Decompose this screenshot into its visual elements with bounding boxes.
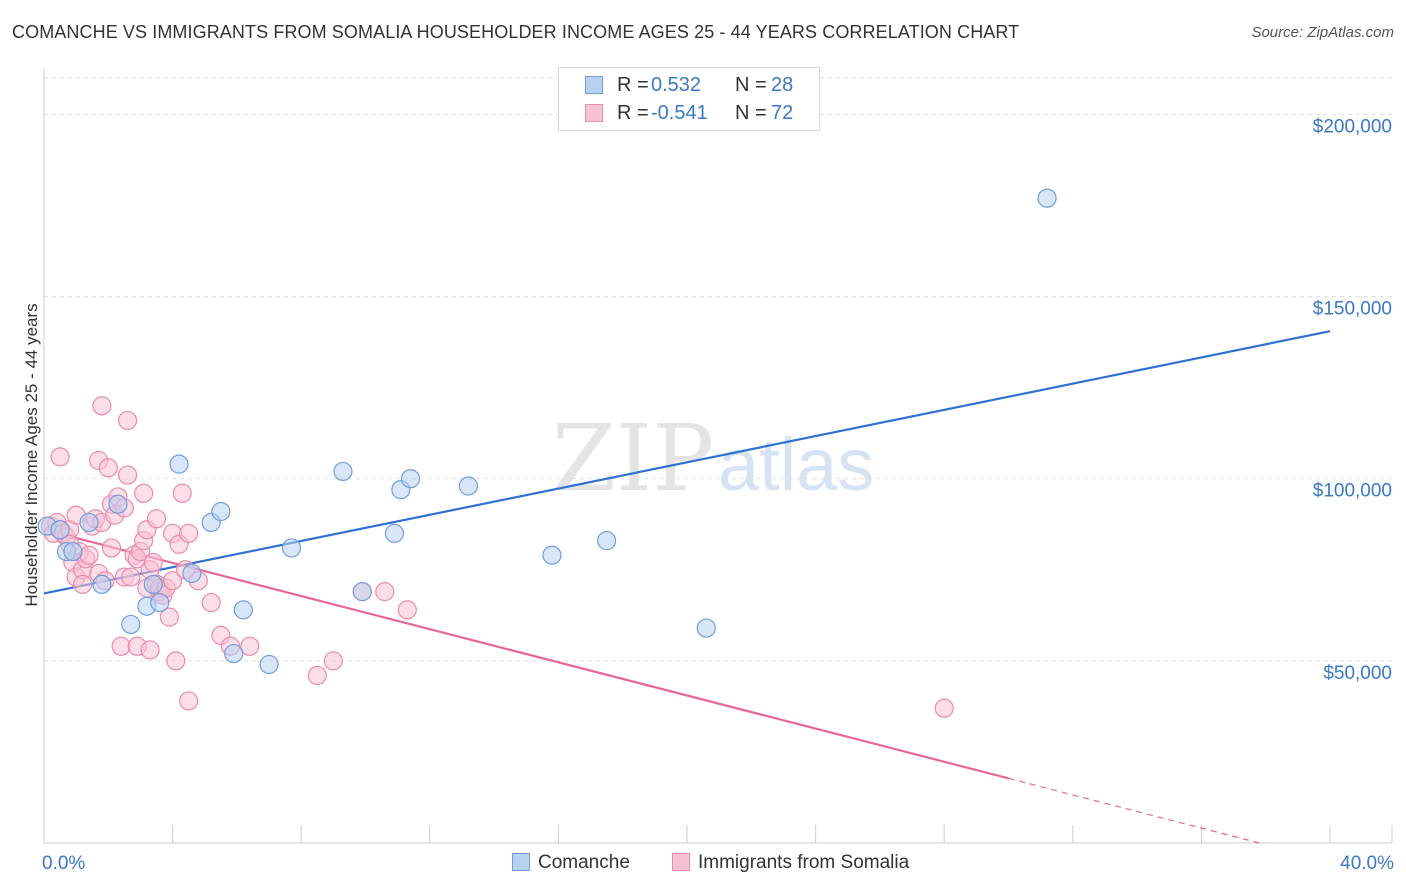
point-somalia-4 xyxy=(50,447,70,467)
point-somalia-16 xyxy=(79,545,99,565)
data-points xyxy=(37,188,1057,718)
legend-item-somalia[interactable]: Immigrants from Somalia xyxy=(672,852,909,874)
point-somalia-57 xyxy=(172,483,192,503)
n-label: N = xyxy=(735,102,767,124)
comanche-legend-swatch xyxy=(512,853,530,871)
r-value: -0.541 xyxy=(651,102,708,124)
chart-title: COMANCHE VS IMMIGRANTS FROM SOMALIA HOUS… xyxy=(12,22,1020,42)
point-comanche-26 xyxy=(597,531,617,551)
point-somalia-71 xyxy=(934,698,954,718)
point-comanche-1 xyxy=(50,520,70,540)
x-ticks xyxy=(43,825,1393,843)
y-tick-labels: $50,000 $100,000 $150,000 $200,000 xyxy=(1313,116,1392,683)
point-somalia-29 xyxy=(111,636,131,656)
legend-label-somalia: Immigrants from Somalia xyxy=(698,852,910,873)
trend-lines xyxy=(43,330,1331,844)
stats-legend: R = 0.532 N = 28 R = -0.541 N = 72 xyxy=(558,67,820,131)
point-somalia-40 xyxy=(134,483,154,503)
point-comanche-12 xyxy=(182,563,202,584)
point-somalia-53 xyxy=(163,571,183,591)
point-comanche-28 xyxy=(1037,188,1057,208)
point-somalia-24 xyxy=(98,458,118,478)
point-comanche-19 xyxy=(333,461,353,482)
point-comanche-7 xyxy=(121,614,141,635)
trend-line-somalia-extrapolated xyxy=(1008,777,1260,844)
point-comanche-23 xyxy=(400,469,421,489)
gridlines xyxy=(44,77,1392,662)
n-label: N = xyxy=(735,74,767,96)
y-tick-label-1: $100,000 xyxy=(1313,481,1392,502)
r-label: R = xyxy=(617,74,649,96)
point-comanche-21 xyxy=(384,523,405,543)
point-comanche-14 xyxy=(211,501,231,522)
point-comanche-27 xyxy=(696,618,716,638)
point-comanche-16 xyxy=(233,600,253,620)
point-comanche-9 xyxy=(143,574,163,594)
point-somalia-34 xyxy=(121,567,141,587)
point-somalia-69 xyxy=(375,582,395,602)
point-somalia-65 xyxy=(240,636,260,656)
r-value: 0.532 xyxy=(651,74,702,96)
point-comanche-15 xyxy=(224,643,244,664)
point-somalia-33 xyxy=(117,465,138,485)
y-axis-label: Householder Income Ages 25 - 44 years xyxy=(22,303,41,607)
y-tick-label-2: $150,000 xyxy=(1313,299,1392,320)
point-somalia-52 xyxy=(159,607,179,627)
point-somalia-70 xyxy=(397,600,417,620)
point-somalia-45 xyxy=(143,552,163,573)
watermark-zip: ZIP xyxy=(552,405,714,512)
point-comanche-25 xyxy=(542,545,562,565)
point-somalia-60 xyxy=(179,691,199,711)
y-tick-label-0: $50,000 xyxy=(1323,663,1392,684)
point-somalia-67 xyxy=(323,651,343,671)
stats-row-comanche: R = 0.532 N = 28 xyxy=(559,72,819,100)
point-comanche-17 xyxy=(259,654,279,675)
point-comanche-20 xyxy=(352,582,372,602)
point-comanche-24 xyxy=(458,476,478,496)
legend-label-comanche: Comanche xyxy=(538,852,630,873)
point-comanche-10 xyxy=(150,592,170,613)
legend-item-comanche[interactable]: Comanche xyxy=(512,852,630,874)
chart-source: Source: ZipAtlas.com xyxy=(1251,24,1394,41)
stats-row-somalia: R = -0.541 N = 72 xyxy=(559,100,819,128)
comanche-swatch xyxy=(585,76,603,94)
point-somalia-59 xyxy=(179,523,199,543)
point-comanche-11 xyxy=(169,454,189,474)
point-comanche-5 xyxy=(92,574,112,594)
point-somalia-55 xyxy=(166,651,186,671)
point-comanche-4 xyxy=(79,512,99,533)
somalia-legend-swatch xyxy=(672,853,690,871)
point-somalia-43 xyxy=(140,640,160,660)
point-somalia-14 xyxy=(72,574,93,594)
point-somalia-66 xyxy=(307,665,327,686)
y-tick-label-3: $200,000 xyxy=(1313,116,1392,137)
trend-line-somalia xyxy=(43,528,1009,780)
point-somalia-32 xyxy=(117,410,138,431)
x-tick-label-0: 0.0% xyxy=(42,853,85,874)
x-tick-label-1: 40.0% xyxy=(1340,853,1394,874)
somalia-swatch xyxy=(585,104,603,122)
point-somalia-62 xyxy=(201,592,221,613)
point-comanche-18 xyxy=(281,538,302,558)
trend-line-comanche xyxy=(43,330,1331,595)
n-value: 72 xyxy=(771,102,794,124)
r-label: R = xyxy=(617,102,649,124)
axes xyxy=(43,68,1392,844)
point-comanche-6 xyxy=(108,494,128,514)
point-comanche-3 xyxy=(63,541,83,562)
point-somalia-22 xyxy=(92,396,112,416)
watermark: ZIP atlas xyxy=(552,405,874,512)
x-tick-labels: 0.0% 40.0% xyxy=(42,853,1394,874)
point-somalia-26 xyxy=(101,538,122,558)
point-somalia-47 xyxy=(146,509,167,529)
n-value: 28 xyxy=(771,74,794,96)
watermark-atlas: atlas xyxy=(718,423,874,506)
